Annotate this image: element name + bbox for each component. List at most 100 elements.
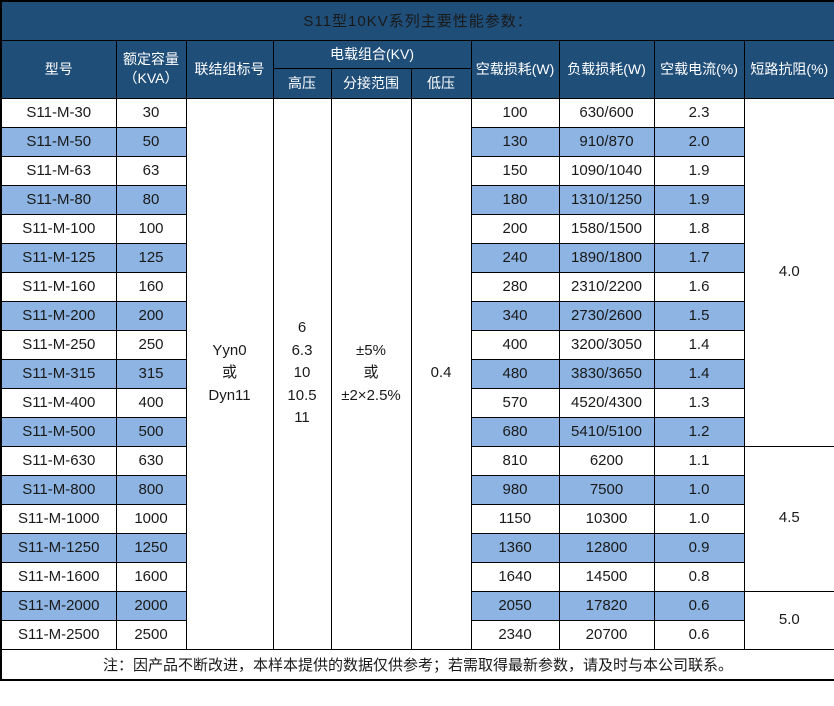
cell-load-loss: 12800	[558, 532, 655, 563]
cell-no-load-current: 0.8	[653, 561, 745, 592]
cell-no-load-current: 1.0	[653, 503, 745, 534]
table-row: S11-M-80 80 180 1310/1250 1.9	[0, 184, 834, 215]
cell-no-load-loss: 1640	[470, 561, 560, 592]
table-row: S11-M-1000 1000 1150 10300 1.0	[0, 503, 834, 534]
table-row: S11-M-800 800 980 7500 1.0	[0, 474, 834, 505]
cell-no-load-loss: 680	[470, 416, 560, 447]
col-header-tap-range: 分接范围	[330, 67, 412, 99]
cell-no-load-loss: 1150	[470, 503, 560, 534]
cell-model: S11-M-200	[0, 300, 117, 331]
table-footer: 注：因产品不断改进，本样本提供的数据仅供参考；若需取得最新参数，请及时与本公司联…	[0, 648, 834, 681]
cell-no-load-loss: 980	[470, 474, 560, 505]
col-header-no-load-current: 空载电流(%)	[653, 39, 745, 99]
table-row: S11-M-250 250 400 3200/3050 1.4	[0, 329, 834, 360]
cell-load-loss: 4520/4300	[558, 387, 655, 418]
cell-model: S11-M-50	[0, 126, 117, 157]
parameter-table: S11型10KV系列主要性能参数： 型号 额定容量 （KVA） 联结组标号 电载…	[0, 0, 834, 681]
cell-no-load-loss: 240	[470, 242, 560, 273]
cell-no-load-loss: 400	[470, 329, 560, 360]
cell-no-load-current: 1.2	[653, 416, 745, 447]
cell-kva: 1600	[115, 561, 187, 592]
cell-connection: Yyn0 或 Dyn11	[185, 97, 274, 650]
col-header-capacity: 额定容量 （KVA）	[115, 39, 187, 99]
cell-load-loss: 5410/5100	[558, 416, 655, 447]
cell-no-load-current: 2.0	[653, 126, 745, 157]
cell-no-load-current: 1.6	[653, 271, 745, 302]
cell-no-load-current: 1.0	[653, 474, 745, 505]
cell-no-load-current: 1.1	[653, 445, 745, 476]
cell-no-load-loss: 570	[470, 387, 560, 418]
cell-no-load-loss: 340	[470, 300, 560, 331]
cell-kva: 80	[115, 184, 187, 215]
cell-model: S11-M-2500	[0, 619, 117, 650]
cell-load-loss: 1580/1500	[558, 213, 655, 244]
cell-model: S11-M-800	[0, 474, 117, 505]
table-row: S11-M-2500 2500 2340 20700 0.6	[0, 619, 834, 650]
header-row-1: 型号 额定容量 （KVA） 联结组标号 电载组合(KV) 空载损耗(W) 负载损…	[0, 39, 834, 99]
col-header-voltage-combo: 电载组合(KV)	[272, 39, 472, 69]
cell-no-load-loss: 1360	[470, 532, 560, 563]
cell-model: S11-M-1000	[0, 503, 117, 534]
table-row: S11-M-1600 1600 1640 14500 0.8	[0, 561, 834, 592]
cell-impedance: 5.0	[743, 590, 834, 650]
cell-no-load-current: 0.6	[653, 619, 745, 650]
cell-no-load-loss: 810	[470, 445, 560, 476]
cell-no-load-current: 0.6	[653, 590, 745, 621]
cell-load-loss: 2310/2200	[558, 271, 655, 302]
cell-tap-range: ±5% 或 ±2×2.5%	[330, 97, 412, 650]
cell-no-load-current: 1.4	[653, 358, 745, 389]
col-header-no-load-loss: 空载损耗(W)	[470, 39, 560, 99]
cell-load-loss: 20700	[558, 619, 655, 650]
cell-model: S11-M-63	[0, 155, 117, 186]
cell-kva: 63	[115, 155, 187, 186]
cell-kva: 30	[115, 97, 187, 128]
cell-no-load-current: 1.5	[653, 300, 745, 331]
table-header: S11型10KV系列主要性能参数： 型号 额定容量 （KVA） 联结组标号 电载…	[0, 0, 834, 99]
cell-no-load-loss: 2050	[470, 590, 560, 621]
cell-model: S11-M-315	[0, 358, 117, 389]
cell-load-loss: 3200/3050	[558, 329, 655, 360]
table-note: 注：因产品不断改进，本样本提供的数据仅供参考；若需取得最新参数，请及时与本公司联…	[0, 648, 834, 681]
cell-no-load-current: 1.3	[653, 387, 745, 418]
cell-no-load-loss: 2340	[470, 619, 560, 650]
col-header-connection: 联结组标号	[185, 39, 274, 99]
cell-load-loss: 630/600	[558, 97, 655, 128]
cell-no-load-loss: 100	[470, 97, 560, 128]
cell-model: S11-M-400	[0, 387, 117, 418]
cell-kva: 100	[115, 213, 187, 244]
col-header-impedance: 短路抗阻(%)	[743, 39, 834, 99]
cell-no-load-current: 2.3	[653, 97, 745, 128]
table-row: S11-M-400 400 570 4520/4300 1.3	[0, 387, 834, 418]
table-row: S11-M-50 50 130 910/870 2.0	[0, 126, 834, 157]
cell-load-loss: 1090/1040	[558, 155, 655, 186]
cell-high-voltage: 6 6.3 10 10.5 11	[272, 97, 332, 650]
cell-no-load-loss: 480	[470, 358, 560, 389]
cell-load-loss: 10300	[558, 503, 655, 534]
cell-load-loss: 6200	[558, 445, 655, 476]
cell-no-load-loss: 150	[470, 155, 560, 186]
cell-no-load-current: 0.9	[653, 532, 745, 563]
cell-kva: 630	[115, 445, 187, 476]
cell-kva: 500	[115, 416, 187, 447]
cell-model: S11-M-160	[0, 271, 117, 302]
cell-load-loss: 7500	[558, 474, 655, 505]
cell-model: S11-M-125	[0, 242, 117, 273]
cell-impedance: 4.5	[743, 445, 834, 592]
col-header-high-voltage: 高压	[272, 67, 332, 99]
cell-no-load-loss: 200	[470, 213, 560, 244]
cell-no-load-current: 1.8	[653, 213, 745, 244]
header-row-2: 高压 分接范围 低压	[1, 67, 834, 99]
cell-kva: 250	[115, 329, 187, 360]
cell-load-loss: 910/870	[558, 126, 655, 157]
table-row: S11-M-63 63 150 1090/1040 1.9	[0, 155, 834, 186]
table-row: S11-M-2000 2000 2050 17820 0.6 5.0	[0, 590, 834, 650]
cell-impedance: 4.0	[743, 97, 834, 447]
table-body: S11-M-30 30 Yyn0 或 Dyn11 6 6.3 10 10.5 11 ±5…	[0, 97, 834, 650]
table-row: S11-M-1250 1250 1360 12800 0.9	[0, 532, 834, 563]
cell-kva: 50	[115, 126, 187, 157]
cell-model: S11-M-30	[0, 97, 117, 128]
cell-load-loss: 14500	[558, 561, 655, 592]
cell-kva: 1250	[115, 532, 187, 563]
table-row: S11-M-160 160 280 2310/2200 1.6	[0, 271, 834, 302]
